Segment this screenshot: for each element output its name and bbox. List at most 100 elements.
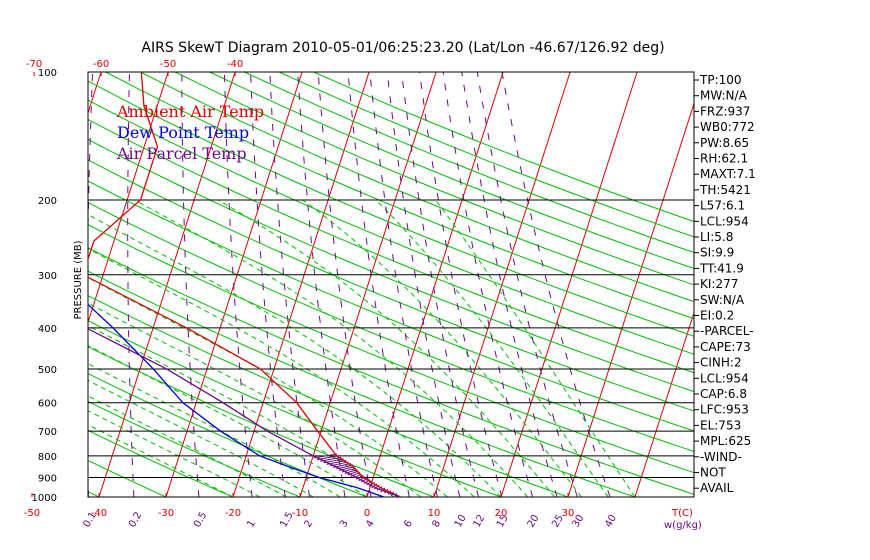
mixing-ratio-line — [461, 72, 558, 497]
mixing-ratio-label: 8 — [430, 518, 443, 529]
mixing-ratio-label: 4 — [364, 518, 377, 529]
index-entry: -WIND- — [700, 450, 742, 464]
moist-adiabat-line — [88, 379, 314, 497]
index-entry: CINH:2 — [700, 356, 742, 370]
index-entry: MPL:625 — [700, 434, 751, 448]
index-entry: NOT — [700, 466, 726, 480]
moist-adiabat-line — [88, 248, 475, 497]
mixing-ratio-label: 20 — [526, 513, 542, 530]
pressure-tick: 500 — [38, 365, 57, 376]
top-temp-tick: -40 — [227, 59, 243, 70]
index-entry: KI:277 — [700, 277, 738, 291]
isotherm-line — [634, 311, 694, 497]
top-temp-tick: -60 — [93, 59, 109, 70]
dry-adiabat-line — [244, 72, 694, 254]
dry-adiabat-line — [105, 72, 694, 320]
bottom-temp-tick: 0 — [364, 508, 370, 519]
index-entry: -PARCEL- — [700, 324, 754, 338]
ambient-air-templine — [88, 72, 401, 497]
mixing-ratio-label: 40 — [603, 513, 619, 530]
mixing-ratio-unit: w(g/kg) — [664, 520, 702, 531]
mixing-ratio-label: 0.5 — [192, 510, 209, 529]
mixing-ratio-line — [347, 72, 410, 497]
cin-hatch-line — [380, 487, 386, 493]
bottom-temp-tick: 10 — [428, 508, 441, 519]
air-parcel-templine — [88, 328, 401, 497]
dry-adiabat-line — [88, 118, 694, 374]
mixing-ratio-line — [369, 72, 438, 497]
mixing-ratio-label: 12 — [472, 513, 488, 530]
legend: Ambient Air Temp Dew Point Temp Air Parcel… — [116, 102, 264, 163]
isotherm-line — [567, 101, 694, 497]
dry-adiabat-line — [88, 373, 368, 497]
index-entry: LI:5.8 — [700, 230, 733, 244]
mixing-ratio-line — [223, 72, 253, 497]
dry-adiabat-line — [88, 346, 435, 497]
legend-entry: Ambient Air Temp — [116, 102, 264, 121]
mixing-ratio-line — [317, 72, 372, 497]
mixing-ratio-label: 10 — [453, 513, 469, 530]
moist-adiabat-line — [217, 199, 555, 497]
legend-entry: Dew Point Temp — [117, 123, 249, 142]
mixing-ratio-line — [419, 72, 503, 497]
bottom-temp-tick: 20 — [495, 508, 508, 519]
dry-adiabat-line — [88, 201, 694, 452]
mixing-ratio-label: 0.2 — [127, 510, 144, 529]
mixing-ratio-line — [127, 72, 135, 497]
index-entry: RH:62.1 — [700, 152, 748, 166]
mixing-ratio-label: 6 — [402, 518, 415, 529]
mixing-ratio-label: 1 — [245, 518, 258, 529]
cin-hatch-line — [373, 484, 380, 490]
pressure-tick: 100 — [38, 68, 57, 79]
isotherm-line — [0, 72, 34, 497]
pressure-tick: 900 — [38, 474, 57, 485]
dry-adiabat-line — [88, 247, 694, 495]
dry-adiabat-line — [88, 180, 694, 432]
mixing-ratio-line — [250, 72, 286, 497]
dry-adiabat-line — [88, 270, 636, 497]
dry-adiabat-line — [88, 295, 569, 497]
index-entry: LCL:954 — [700, 371, 749, 385]
index-entry: CAPE:73 — [700, 340, 751, 354]
pressure-tick: 300 — [38, 271, 57, 282]
pressure-tick: 200 — [38, 196, 57, 207]
bottom-temp-tick: -30 — [158, 508, 174, 519]
dry-adiabat-line — [88, 138, 694, 393]
bottom-temp-tick: -20 — [225, 508, 241, 519]
bottom-temp-tick: -10 — [292, 508, 308, 519]
index-entry: TT:41.9 — [699, 261, 744, 275]
dew-point-templine — [88, 303, 385, 497]
chart-title: AIRS SkewT Diagram 2010-05-01/06:25:23.2… — [141, 40, 664, 56]
index-entry: PW:8.65 — [700, 136, 749, 150]
legend-entry: Air Parcel Temp — [116, 144, 247, 163]
index-entry: EL:753 — [700, 418, 741, 432]
top-temp-tick: -70 — [26, 59, 42, 70]
y-axis-label: PRESSURE (MB) — [73, 240, 84, 319]
pressure-tick: 700 — [38, 427, 57, 438]
moist-adiabat-line — [88, 410, 261, 497]
index-entry: CAP:6.8 — [700, 387, 747, 401]
index-entry: MAXT:7.1 — [700, 167, 756, 181]
top-temp-tick: -50 — [160, 59, 176, 70]
index-entry: SI:9.9 — [700, 246, 734, 260]
mixing-ratio-line — [386, 72, 461, 497]
isotherm-line — [98, 72, 236, 497]
dry-adiabat-line — [88, 459, 167, 497]
mixing-ratio-label: 2 — [303, 518, 316, 529]
pressure-tick: 1000 — [32, 493, 57, 504]
mixing-ratio-line — [401, 72, 479, 497]
index-entry: FRZ:937 — [700, 104, 750, 118]
mixing-ratio-label: 3 — [338, 518, 351, 529]
index-entry: TH:5421 — [699, 183, 751, 197]
mixing-ratio-line — [269, 72, 310, 497]
moist-adiabat-line — [134, 199, 529, 497]
pressure-tick: 800 — [38, 452, 57, 463]
isotherm-line — [500, 72, 638, 497]
dry-adiabat-line — [88, 429, 234, 497]
index-entry: MW:N/A — [700, 89, 748, 103]
index-entry: LCL:954 — [700, 214, 749, 228]
bottom-temp-tick: -40 — [91, 508, 107, 519]
dry-adiabat-line — [209, 72, 694, 270]
dry-adiabat-line — [174, 72, 694, 286]
